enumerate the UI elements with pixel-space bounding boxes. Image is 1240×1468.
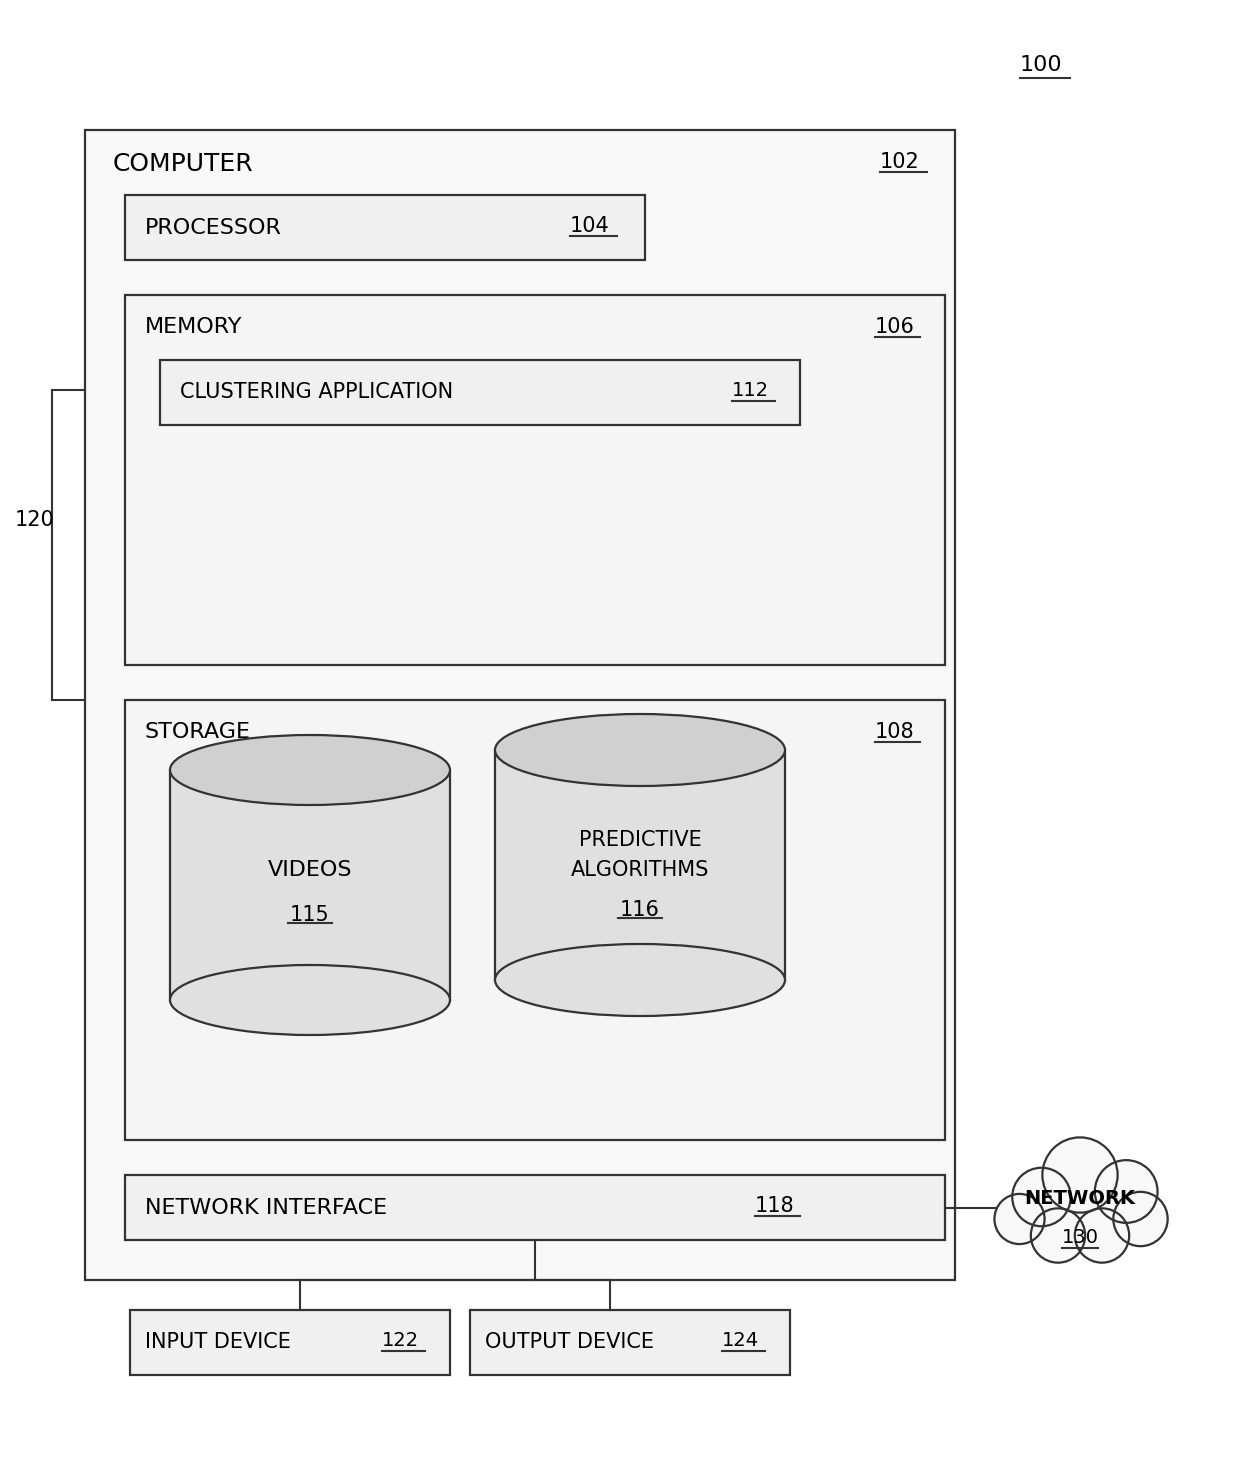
- Circle shape: [1114, 1192, 1168, 1246]
- Text: INPUT DEVICE: INPUT DEVICE: [145, 1333, 291, 1352]
- Text: 108: 108: [875, 722, 915, 741]
- Text: 112: 112: [732, 380, 769, 399]
- Text: COMPUTER: COMPUTER: [113, 153, 254, 176]
- Text: 120: 120: [15, 509, 55, 530]
- Circle shape: [1043, 1138, 1117, 1213]
- Text: 122: 122: [382, 1330, 419, 1349]
- Bar: [170, 771, 450, 1000]
- Bar: [125, 195, 645, 260]
- Text: MEMORY: MEMORY: [145, 317, 243, 338]
- Circle shape: [1012, 1167, 1071, 1226]
- Circle shape: [1030, 1208, 1085, 1262]
- Bar: [130, 1309, 450, 1376]
- Text: 104: 104: [570, 216, 610, 235]
- Bar: [125, 700, 945, 1141]
- Text: ALGORITHMS: ALGORITHMS: [570, 860, 709, 879]
- Ellipse shape: [170, 964, 450, 1035]
- Circle shape: [1095, 1160, 1158, 1223]
- Ellipse shape: [170, 735, 450, 804]
- Text: CLUSTERING APPLICATION: CLUSTERING APPLICATION: [180, 383, 453, 402]
- Text: 116: 116: [620, 900, 660, 920]
- Text: 102: 102: [880, 153, 920, 172]
- Bar: [470, 1309, 790, 1376]
- Bar: [160, 360, 800, 426]
- Text: VIDEOS: VIDEOS: [268, 860, 352, 879]
- Text: 106: 106: [875, 317, 915, 338]
- Text: 100: 100: [1021, 54, 1063, 75]
- Text: PROCESSOR: PROCESSOR: [145, 217, 281, 238]
- Text: 118: 118: [755, 1195, 795, 1216]
- Text: 124: 124: [722, 1330, 759, 1349]
- Bar: [125, 295, 945, 665]
- Ellipse shape: [495, 944, 785, 1016]
- Text: 115: 115: [290, 904, 330, 925]
- Ellipse shape: [495, 713, 785, 785]
- Text: 130: 130: [1061, 1229, 1099, 1246]
- Circle shape: [1075, 1208, 1130, 1262]
- Text: OUTPUT DEVICE: OUTPUT DEVICE: [485, 1333, 653, 1352]
- Text: PREDICTIVE: PREDICTIVE: [579, 829, 702, 850]
- Bar: [495, 750, 785, 981]
- Text: NETWORK INTERFACE: NETWORK INTERFACE: [145, 1198, 387, 1217]
- Text: STORAGE: STORAGE: [145, 722, 250, 741]
- Text: NETWORK: NETWORK: [1024, 1189, 1136, 1208]
- Circle shape: [994, 1193, 1044, 1243]
- Bar: [86, 131, 955, 1280]
- Bar: [125, 1174, 945, 1240]
